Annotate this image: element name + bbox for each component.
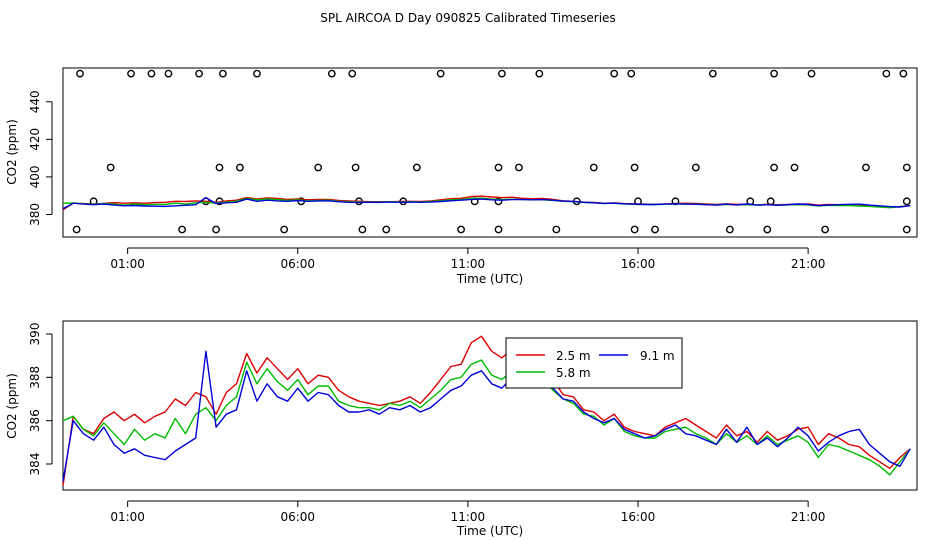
data-point [515, 163, 523, 172]
data-point [651, 225, 659, 234]
data-point [691, 163, 700, 172]
data-point [72, 225, 81, 234]
data-point [610, 69, 619, 78]
data-point [708, 69, 717, 78]
x-tick-label: 06:00 [280, 510, 315, 524]
data-point [106, 163, 115, 172]
chart-title: SPL AIRCOA D Day 090825 Calibrated Times… [320, 11, 615, 25]
legend-label-2-5m: 2.5 m [556, 349, 591, 363]
y-tick-label: 390 [28, 323, 42, 346]
data-point [253, 69, 261, 78]
top-points [72, 69, 911, 234]
x-tick-label: 11:00 [451, 257, 486, 271]
data-point [807, 69, 816, 78]
bottom-x-axis: 01:00 06:00 11:00 16:00 21:00 [110, 500, 826, 524]
data-point [280, 225, 289, 234]
top-y-axis: 380 400 420 440 [28, 90, 53, 226]
data-point [882, 69, 891, 78]
data-point [494, 163, 503, 172]
data-point [902, 225, 911, 234]
y-tick-label: 384 [28, 453, 42, 476]
legend-box [505, 337, 683, 389]
x-tick-label: 01:00 [110, 257, 145, 271]
bottom-plot-box [62, 320, 918, 491]
data-point [766, 197, 775, 206]
bottom-panel: 01:00 06:00 11:00 16:00 21:00 384 386 388 390 T… [5, 320, 918, 538]
y-tick-label: 420 [28, 128, 42, 151]
legend: 2.5 m 9.1 m 5.8 m [505, 337, 683, 389]
top-panel: 01:00 06:00 11:00 16:00 21:00 380 400 420 440 T… [5, 67, 918, 286]
series-line-2-5-m [62, 335, 911, 486]
data-point [412, 163, 421, 172]
bottom-y-axis-label: CO2 (ppm) [5, 373, 19, 439]
series-line-9-1-m [62, 350, 911, 482]
series-line-5-8-m [62, 359, 911, 476]
data-point [219, 69, 227, 78]
x-tick-label: 06:00 [280, 257, 315, 271]
top-x-axis-label: Time (UTC) [456, 272, 523, 286]
bottom-y-axis: 384 386 388 390 [28, 323, 53, 476]
data-point [236, 163, 244, 172]
top-lines [62, 195, 911, 211]
data-point [164, 69, 173, 78]
x-tick-label: 01:00 [110, 510, 145, 524]
x-tick-label: 21:00 [791, 257, 826, 271]
data-point [348, 69, 357, 78]
data-point [76, 69, 84, 78]
data-point [351, 163, 360, 172]
top-plot-box [62, 67, 918, 238]
legend-label-5-8m: 5.8 m [556, 366, 591, 380]
data-point [552, 225, 561, 234]
y-tick-label: 386 [28, 409, 42, 432]
y-tick-label: 400 [28, 165, 42, 188]
data-point [195, 69, 203, 78]
data-point [790, 163, 799, 172]
data-point [535, 69, 544, 78]
data-point [358, 225, 367, 234]
data-point [382, 225, 391, 234]
data-point [314, 163, 323, 172]
x-tick-label: 16:00 [621, 257, 656, 271]
data-point [127, 69, 135, 78]
data-point [902, 163, 911, 172]
y-tick-label: 388 [28, 366, 42, 389]
x-tick-label: 11:00 [451, 510, 486, 524]
data-point [630, 225, 639, 234]
data-point [498, 69, 506, 78]
top-y-axis-label: CO2 (ppm) [5, 119, 19, 185]
data-point [147, 69, 156, 78]
data-point [763, 225, 772, 234]
data-point [821, 225, 830, 234]
x-tick-label: 16:00 [621, 510, 656, 524]
data-point [215, 163, 224, 172]
data-point [630, 163, 639, 172]
data-point [436, 69, 445, 78]
y-tick-label: 440 [28, 90, 42, 113]
series-line-9-1-m [62, 196, 911, 210]
legend-label-9-1m: 9.1 m [640, 349, 675, 363]
data-point [327, 69, 336, 78]
x-tick-label: 21:00 [791, 510, 826, 524]
data-point [589, 163, 598, 172]
data-point [178, 225, 186, 234]
data-point [212, 225, 221, 234]
data-point [899, 69, 908, 78]
data-point [627, 69, 636, 78]
data-point [725, 225, 734, 234]
top-x-axis: 01:00 06:00 11:00 16:00 21:00 [110, 247, 826, 271]
data-point [457, 225, 465, 234]
data-point [494, 225, 503, 234]
data-point [494, 197, 503, 206]
data-point [862, 163, 870, 172]
data-point [770, 69, 778, 78]
bottom-x-axis-label: Time (UTC) [456, 524, 523, 538]
y-tick-label: 380 [28, 203, 42, 226]
bottom-lines [62, 335, 911, 486]
data-point [902, 197, 911, 206]
data-point [770, 163, 778, 172]
